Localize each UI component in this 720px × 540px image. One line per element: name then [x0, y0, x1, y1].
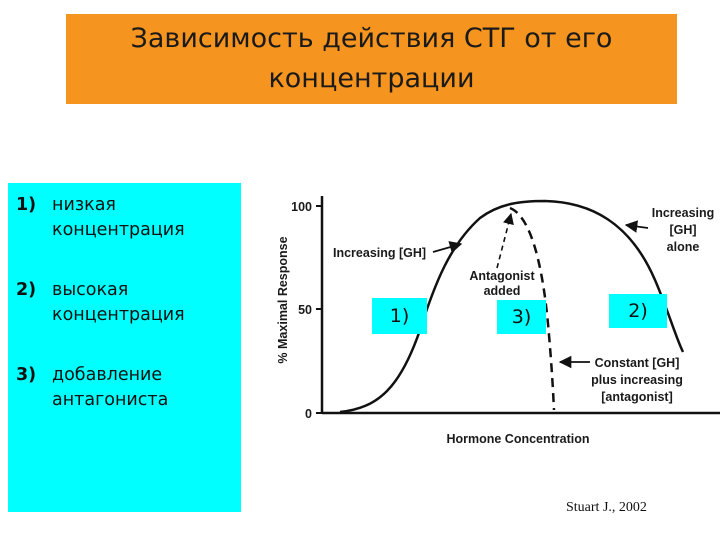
- list-item-text-2: концентрация: [52, 305, 185, 325]
- list-item-text-1: высокая: [52, 280, 129, 300]
- annotation-increasing-gh: Increasing [GH]: [333, 246, 426, 260]
- title-line-1: Зависимость действия СТГ от его: [130, 23, 613, 54]
- list-item-low: 1) низкая концентрация: [16, 193, 241, 243]
- region-tag-2: 2): [609, 294, 667, 328]
- annotation-constant-2: plus increasing: [591, 373, 683, 387]
- citation: Stuart J., 2002: [566, 500, 647, 515]
- list-item-antagonist: 3) добавление антагониста: [16, 363, 241, 413]
- curve-gh-alone: [339, 199, 685, 414]
- title-banner: Зависимость действия СТГ от его концентр…: [66, 14, 677, 104]
- arrow-antagonist: [496, 212, 514, 269]
- region-tag-1: 1): [372, 298, 427, 334]
- y-tick-label-50: 50: [298, 303, 312, 317]
- annotation-alone-3: alone: [667, 240, 700, 254]
- annotation-constant-1: Constant [GH]: [595, 356, 680, 370]
- y-axis-label: % Maximal Response: [276, 236, 290, 363]
- list-item-number: 1): [16, 195, 37, 215]
- list-item-number: 2): [16, 280, 37, 300]
- list-item-high: 2) высокая концентрация: [16, 278, 241, 328]
- list-item-text-2: антагониста: [52, 390, 169, 410]
- annotation-alone-1: Increasing: [652, 206, 715, 220]
- legend-list: 1) низкая концентрация 2) высокая концен…: [8, 183, 241, 512]
- annotation-antagonist-2: added: [484, 284, 521, 298]
- x-axis-label: Hormone Concentration: [446, 432, 589, 446]
- list-item-text-1: добавление: [52, 365, 163, 385]
- curve-antagonist: [509, 206, 556, 411]
- region-tag-3: 3): [497, 300, 546, 334]
- annotation-antagonist-1: Antagonist: [469, 269, 535, 283]
- arrow-increasing-gh: [432, 241, 463, 254]
- list-item-text-1: низкая: [52, 195, 116, 215]
- annotation-alone-2: [GH]: [669, 223, 696, 237]
- arrow-increasing-alone: [624, 220, 649, 233]
- list-item-text-2: концентрация: [52, 220, 185, 240]
- y-tick-label-0: 0: [305, 407, 312, 421]
- title-line-2: концентрации: [268, 63, 475, 94]
- annotation-constant-3: [antagonist]: [601, 390, 673, 404]
- list-item-number: 3): [16, 365, 37, 385]
- y-tick-label-100: 100: [291, 200, 312, 214]
